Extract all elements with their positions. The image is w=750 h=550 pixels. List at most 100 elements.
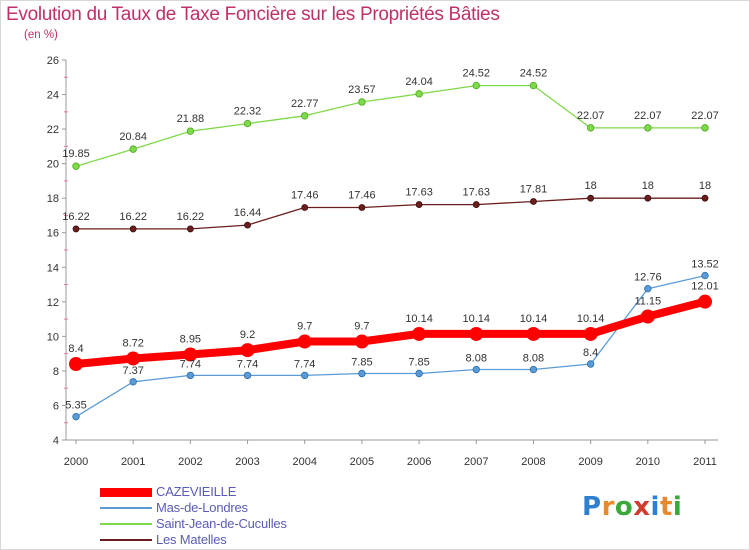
data-label-cazevieille: 8.72 [122, 337, 143, 349]
data-label-cazevieille: 8.95 [180, 334, 201, 346]
data-point-saint-jean-de-cuculles [701, 124, 709, 132]
data-label-cazevieille: 10.14 [577, 313, 605, 325]
y-tick-label: 10 [47, 331, 59, 343]
data-label-saint-jean-de-cuculles: 22.77 [291, 98, 319, 110]
data-label-les-matelles: 16.22 [62, 211, 90, 223]
legend-label-mas-de-londres: Mas-de-Londres [156, 500, 248, 515]
y-tick-label: 8 [53, 366, 59, 378]
data-point-les-matelles [415, 201, 423, 208]
data-point-mas-de-londres [472, 365, 480, 374]
data-label-mas-de-londres: 5.35 [65, 400, 86, 412]
data-point-les-matelles [358, 204, 366, 211]
series-line-cazevieille [72, 297, 709, 368]
data-point-cazevieille [469, 326, 484, 341]
legend-swatch-cazevieille [100, 487, 152, 497]
data-point-les-matelles [644, 194, 652, 202]
data-label-les-matelles: 16.22 [177, 211, 205, 223]
data-point-mas-de-londres [186, 371, 195, 380]
data-point-cazevieille [69, 357, 83, 371]
data-point-cazevieille [126, 351, 141, 366]
data-point-mas-de-londres [72, 412, 80, 421]
x-tick-label: 2002 [178, 456, 202, 468]
data-label-les-matelles: 17.63 [405, 187, 433, 199]
y-tick-label: 20 [47, 159, 59, 171]
data-label-saint-jean-de-cuculles: 20.84 [119, 131, 147, 143]
data-label-mas-de-londres: 7.74 [294, 358, 315, 370]
data-point-les-matelles [587, 194, 595, 202]
data-label-les-matelles: 17.46 [348, 190, 376, 202]
data-point-cazevieille [583, 326, 598, 341]
x-tick-label: 2007 [464, 456, 488, 468]
data-label-mas-de-londres: 7.85 [408, 357, 429, 369]
data-label-cazevieille: 10.14 [405, 313, 433, 325]
data-label-cazevieille: 10.14 [463, 313, 491, 325]
legend-label-les-matelles: Les Matelles [156, 532, 227, 547]
y-tick-label: 24 [47, 90, 59, 102]
legend-label-cazevieille: CAZEVIEILLE [156, 484, 237, 499]
data-point-saint-jean-de-cuculles [72, 162, 80, 170]
data-label-les-matelles: 18 [585, 180, 597, 192]
data-label-saint-jean-de-cuculles: 19.85 [62, 148, 90, 160]
data-label-saint-jean-de-cuculles: 24.04 [405, 76, 433, 88]
data-label-saint-jean-de-cuculles: 22.07 [691, 110, 719, 122]
data-point-saint-jean-de-cuculles [586, 124, 595, 132]
data-point-saint-jean-de-cuculles [358, 98, 366, 106]
data-label-les-matelles: 16.44 [234, 207, 262, 219]
data-point-les-matelles [701, 194, 709, 202]
series-line-saint-jean-de-cuculles [75, 84, 706, 167]
data-label-saint-jean-de-cuculles: 22.07 [634, 110, 662, 122]
series-line-les-matelles [75, 197, 706, 230]
data-label-cazevieille: 9.7 [297, 321, 312, 333]
legend-swatch-saint-jean-de-cuculles [100, 523, 152, 525]
data-point-mas-de-londres [243, 371, 252, 380]
y-tick-label: 22 [47, 124, 59, 136]
chart-title: Evolution du Taux de Taxe Foncière sur l… [6, 4, 500, 25]
data-label-mas-de-londres: 8.4 [583, 347, 598, 359]
x-tick-label: 2010 [636, 456, 660, 468]
data-label-cazevieille: 8.4 [68, 343, 83, 355]
data-label-les-matelles: 17.63 [463, 187, 491, 199]
data-point-mas-de-londres [301, 371, 309, 380]
y-tick-label: 18 [47, 193, 59, 205]
data-label-cazevieille: 12.01 [691, 281, 719, 293]
y-tick-label: 16 [47, 228, 59, 240]
x-tick-label: 2008 [521, 456, 545, 468]
data-point-les-matelles [472, 201, 480, 208]
data-point-mas-de-londres [358, 369, 366, 378]
data-point-saint-jean-de-cuculles [129, 145, 137, 153]
data-label-saint-jean-de-cuculles: 21.88 [177, 113, 205, 125]
data-point-cazevieille [240, 343, 255, 358]
series-line-mas-de-londres [75, 274, 706, 418]
data-label-les-matelles: 16.22 [119, 211, 147, 223]
legend-label-saint-jean-de-cuculles: Saint-Jean-de-Cuculles [156, 516, 287, 531]
data-point-les-matelles [129, 225, 137, 233]
data-point-mas-de-londres [644, 284, 652, 293]
data-label-mas-de-londres: 7.85 [351, 357, 372, 369]
data-point-mas-de-londres [129, 378, 137, 386]
data-point-cazevieille [640, 309, 655, 324]
data-label-mas-de-londres: 7.37 [122, 365, 143, 377]
data-label-mas-de-londres: 8.08 [523, 353, 544, 365]
data-label-cazevieille: 9.2 [240, 329, 255, 341]
data-label-cazevieille: 10.14 [520, 313, 548, 325]
data-label-les-matelles: 18 [699, 180, 711, 192]
data-point-mas-de-londres [586, 360, 595, 368]
y-tick-label: 4 [53, 435, 59, 447]
data-point-saint-jean-de-cuculles [186, 127, 195, 135]
data-label-cazevieille: 11.15 [634, 296, 661, 308]
data-label-saint-jean-de-cuculles: 23.57 [348, 84, 376, 96]
x-tick-label: 2000 [64, 456, 88, 468]
data-point-saint-jean-de-cuculles [472, 81, 480, 90]
x-tick-label: 2009 [578, 456, 602, 468]
data-point-mas-de-londres [701, 271, 709, 280]
x-tick-label: 2003 [235, 456, 259, 468]
y-tick-label: 12 [47, 297, 59, 309]
data-label-saint-jean-de-cuculles: 24.52 [520, 68, 548, 80]
data-label-saint-jean-de-cuculles: 22.32 [234, 106, 262, 118]
logo-letter: t [659, 492, 673, 522]
data-point-mas-de-londres [415, 369, 423, 378]
data-point-saint-jean-de-cuculles [243, 119, 252, 128]
data-point-les-matelles [530, 198, 537, 205]
data-point-saint-jean-de-cuculles [644, 124, 652, 132]
